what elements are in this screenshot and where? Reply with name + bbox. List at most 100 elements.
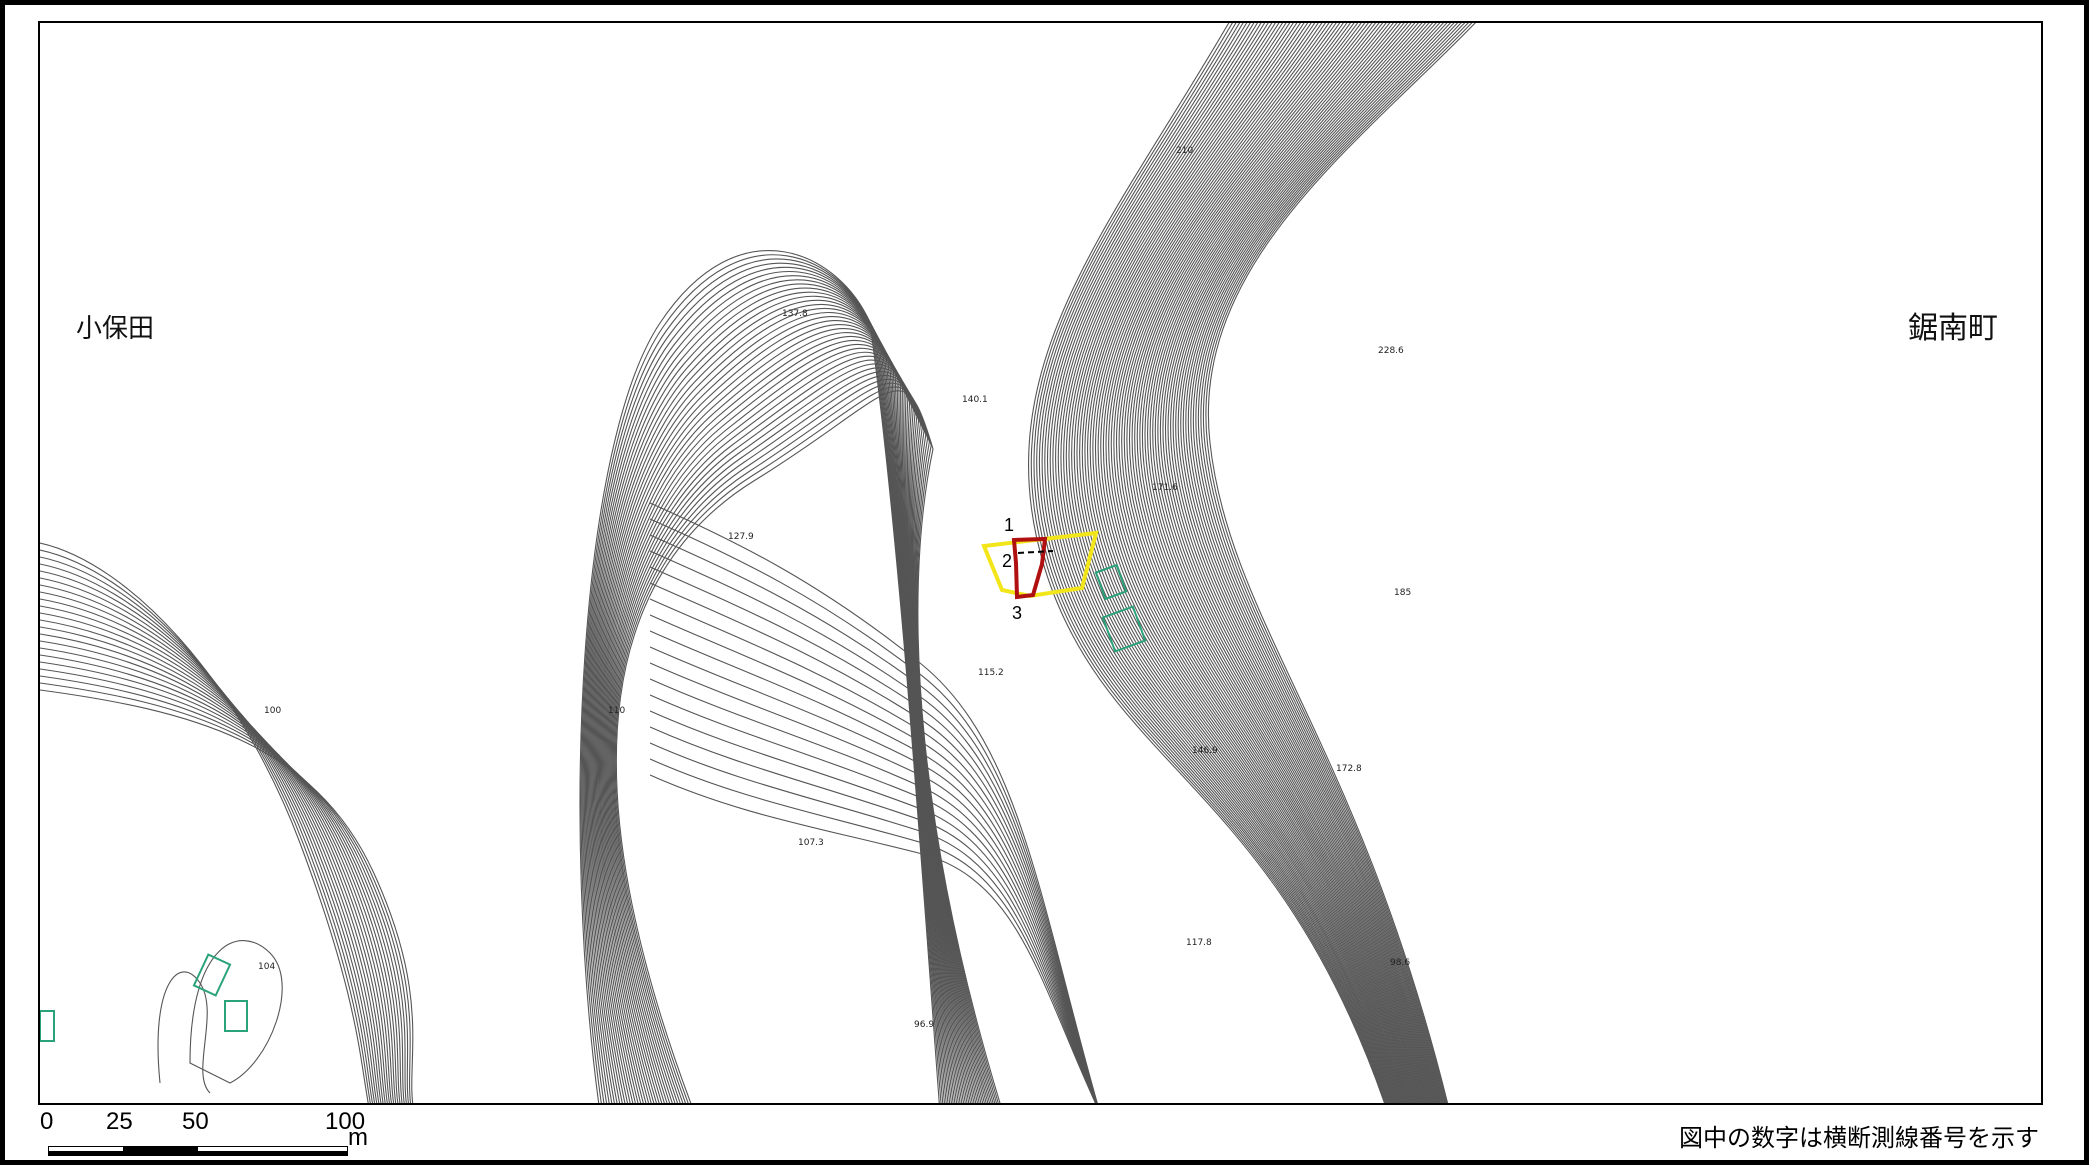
contour-line bbox=[649, 534, 1098, 1103]
contour-line bbox=[1028, 23, 1385, 1103]
contour-line bbox=[1030, 23, 1386, 1103]
contour-line bbox=[1207, 23, 1476, 1103]
section-line-2 bbox=[1017, 550, 1054, 554]
scale-unit: m bbox=[348, 1124, 368, 1151]
contour-line bbox=[1128, 23, 1420, 1103]
contour-line bbox=[1071, 23, 1400, 1103]
contour-line bbox=[1144, 23, 1426, 1103]
contour-line bbox=[40, 654, 403, 1103]
scale-tick-label: 50 bbox=[182, 1108, 209, 1135]
section-label-3: 3 bbox=[1012, 603, 1022, 623]
contour-line bbox=[1049, 23, 1393, 1103]
landslide-block bbox=[1011, 536, 1048, 600]
contour-line bbox=[189, 940, 283, 1084]
contour-line bbox=[1110, 23, 1414, 1103]
contour-line bbox=[1159, 23, 1431, 1103]
contour-line bbox=[1041, 23, 1390, 1103]
contour-line bbox=[1123, 23, 1418, 1103]
elevation-label: 107.3 bbox=[798, 838, 824, 848]
contour-line bbox=[40, 591, 384, 1103]
elevation-label: 137.8 bbox=[782, 309, 808, 319]
contour-line bbox=[649, 710, 1097, 1103]
contour-line bbox=[40, 584, 382, 1103]
contour-line bbox=[1200, 23, 1466, 1103]
contour-line bbox=[1195, 23, 1459, 1103]
contour-line bbox=[1170, 23, 1435, 1103]
contour-line bbox=[1094, 23, 1408, 1103]
contour-line bbox=[649, 630, 1098, 1103]
contour-line bbox=[615, 390, 1001, 1103]
contour-line bbox=[649, 502, 1098, 1103]
contour-line bbox=[157, 971, 211, 1094]
contour-line bbox=[649, 582, 1098, 1103]
elevation-label: 127.9 bbox=[728, 532, 754, 542]
contour-line bbox=[649, 566, 1098, 1103]
contour-line bbox=[40, 598, 386, 1103]
contour-line bbox=[1105, 23, 1412, 1103]
contour-line bbox=[649, 646, 1098, 1103]
contour-line bbox=[1205, 23, 1473, 1103]
map-canvas: 1 2 3 137.8 140.1 210 228.6 127.9 171.6 … bbox=[40, 23, 1476, 1103]
contour-line bbox=[1097, 23, 1409, 1103]
contour-line bbox=[649, 742, 1097, 1103]
elevation-label: 171.6 bbox=[1152, 483, 1178, 493]
scale-tick-label: 100 bbox=[325, 1108, 366, 1135]
contour-line bbox=[40, 612, 390, 1103]
contour-line bbox=[1118, 23, 1417, 1103]
contour-line bbox=[1147, 23, 1427, 1103]
contour-line bbox=[40, 633, 397, 1103]
scale-bar-graphic bbox=[48, 1146, 348, 1156]
contour-line bbox=[649, 678, 1097, 1103]
contour-line bbox=[1180, 23, 1439, 1103]
contour-line bbox=[40, 682, 412, 1103]
contour-line bbox=[40, 647, 401, 1103]
scale-bar: 0 25 50 100 m bbox=[38, 1108, 398, 1163]
contour-line bbox=[1038, 23, 1389, 1103]
contour-line bbox=[1073, 23, 1401, 1103]
contour-line bbox=[1084, 23, 1405, 1103]
contour-line bbox=[1113, 23, 1415, 1103]
contour-line bbox=[1154, 23, 1429, 1103]
scale-tick-label: 25 bbox=[106, 1108, 133, 1135]
contour-line bbox=[1060, 23, 1396, 1103]
contour-line bbox=[1152, 23, 1428, 1103]
contour-line bbox=[1172, 23, 1436, 1103]
elevation-label: 100 bbox=[264, 706, 281, 716]
contour-line bbox=[1108, 23, 1413, 1103]
contour-line bbox=[1068, 23, 1399, 1103]
contour-line bbox=[1202, 23, 1469, 1103]
contour-line bbox=[1092, 23, 1407, 1103]
contour-line bbox=[1033, 23, 1387, 1103]
contour-line bbox=[40, 640, 399, 1103]
contour-line bbox=[1089, 23, 1407, 1103]
contour-line bbox=[40, 570, 378, 1103]
contour-line bbox=[40, 619, 393, 1103]
elevation-label: 96.9 bbox=[914, 1020, 934, 1030]
contour-line bbox=[40, 668, 407, 1103]
contour-line bbox=[649, 550, 1098, 1103]
building bbox=[1094, 563, 1128, 601]
contour-line bbox=[1115, 23, 1416, 1103]
contour-line bbox=[649, 614, 1098, 1103]
elevation-label: 228.6 bbox=[1378, 346, 1404, 356]
contour-line bbox=[1182, 23, 1441, 1103]
contour-line bbox=[1175, 23, 1437, 1103]
contour-lines bbox=[40, 23, 1476, 1103]
contour-line bbox=[40, 626, 395, 1103]
contour-line bbox=[40, 556, 373, 1103]
section-label-2: 2 bbox=[1002, 551, 1012, 571]
contour-line bbox=[1100, 23, 1410, 1103]
elevation-label: 140.1 bbox=[962, 395, 988, 405]
contour-line bbox=[1187, 23, 1448, 1103]
contour-line bbox=[1177, 23, 1438, 1103]
contour-line bbox=[1055, 23, 1395, 1103]
contour-line bbox=[1164, 23, 1433, 1103]
elevation-label: 172.8 bbox=[1336, 764, 1362, 774]
elevation-label: 110 bbox=[608, 706, 625, 716]
buildings bbox=[40, 563, 1147, 1042]
contour-line bbox=[649, 518, 1098, 1103]
contour-line bbox=[40, 689, 414, 1103]
building bbox=[1101, 605, 1147, 653]
contour-line bbox=[40, 675, 409, 1103]
contour-line bbox=[649, 726, 1097, 1103]
